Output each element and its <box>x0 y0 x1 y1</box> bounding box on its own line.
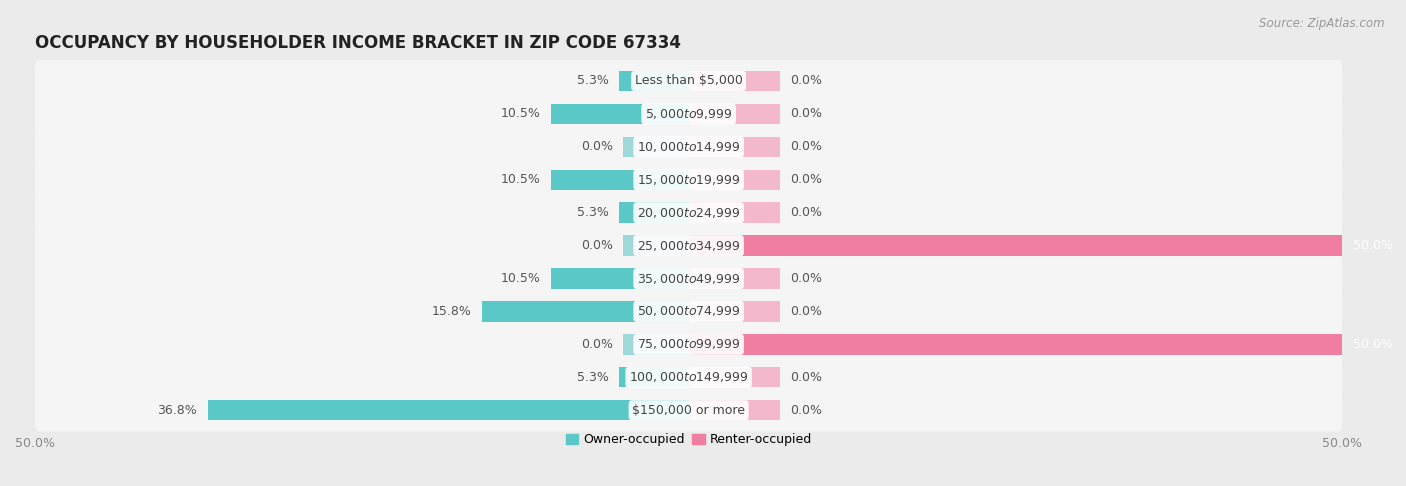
Text: 10.5%: 10.5% <box>501 173 541 186</box>
Bar <box>482 301 689 322</box>
Text: 0.0%: 0.0% <box>790 305 823 318</box>
Bar <box>689 203 780 223</box>
Bar <box>551 170 689 190</box>
FancyBboxPatch shape <box>35 126 1343 168</box>
FancyBboxPatch shape <box>35 323 1343 365</box>
Text: Less than $5,000: Less than $5,000 <box>634 74 742 87</box>
FancyBboxPatch shape <box>35 225 1343 267</box>
Bar <box>551 104 689 124</box>
Text: $20,000 to $24,999: $20,000 to $24,999 <box>637 206 741 220</box>
Text: $35,000 to $49,999: $35,000 to $49,999 <box>637 272 741 285</box>
Text: 15.8%: 15.8% <box>432 305 471 318</box>
Bar <box>689 400 780 420</box>
Bar <box>689 334 1343 355</box>
Text: 5.3%: 5.3% <box>576 371 609 384</box>
Text: $25,000 to $34,999: $25,000 to $34,999 <box>637 239 741 253</box>
Bar <box>623 334 689 355</box>
Text: 0.0%: 0.0% <box>581 140 613 153</box>
FancyBboxPatch shape <box>35 191 1343 234</box>
Text: 0.0%: 0.0% <box>790 107 823 121</box>
Bar <box>620 203 689 223</box>
Bar <box>620 71 689 91</box>
Bar <box>551 268 689 289</box>
Text: 50.0%: 50.0% <box>1353 239 1393 252</box>
Bar <box>689 170 780 190</box>
Text: 50.0%: 50.0% <box>1353 338 1393 351</box>
FancyBboxPatch shape <box>35 290 1343 332</box>
Text: 0.0%: 0.0% <box>790 74 823 87</box>
Bar <box>689 137 780 157</box>
Text: 10.5%: 10.5% <box>501 272 541 285</box>
Bar <box>689 71 780 91</box>
Text: $75,000 to $99,999: $75,000 to $99,999 <box>637 337 741 351</box>
Text: Source: ZipAtlas.com: Source: ZipAtlas.com <box>1260 17 1385 30</box>
Text: $100,000 to $149,999: $100,000 to $149,999 <box>628 370 748 384</box>
Bar <box>689 367 780 387</box>
Text: OCCUPANCY BY HOUSEHOLDER INCOME BRACKET IN ZIP CODE 67334: OCCUPANCY BY HOUSEHOLDER INCOME BRACKET … <box>35 35 681 52</box>
Bar <box>689 235 1343 256</box>
Text: 0.0%: 0.0% <box>790 206 823 219</box>
Legend: Owner-occupied, Renter-occupied: Owner-occupied, Renter-occupied <box>561 429 817 451</box>
Text: 0.0%: 0.0% <box>790 140 823 153</box>
Bar <box>689 268 780 289</box>
Bar <box>623 235 689 256</box>
Bar <box>620 367 689 387</box>
Text: $15,000 to $19,999: $15,000 to $19,999 <box>637 173 741 187</box>
FancyBboxPatch shape <box>35 158 1343 201</box>
FancyBboxPatch shape <box>35 389 1343 431</box>
Bar <box>689 104 780 124</box>
Text: 0.0%: 0.0% <box>581 239 613 252</box>
Text: 0.0%: 0.0% <box>581 338 613 351</box>
FancyBboxPatch shape <box>35 93 1343 135</box>
Text: 0.0%: 0.0% <box>790 173 823 186</box>
Text: 10.5%: 10.5% <box>501 107 541 121</box>
Text: $150,000 or more: $150,000 or more <box>633 404 745 417</box>
Text: $50,000 to $74,999: $50,000 to $74,999 <box>637 304 741 318</box>
Bar <box>208 400 689 420</box>
FancyBboxPatch shape <box>35 60 1343 102</box>
Text: $10,000 to $14,999: $10,000 to $14,999 <box>637 140 741 154</box>
Bar <box>623 137 689 157</box>
Text: $5,000 to $9,999: $5,000 to $9,999 <box>645 107 733 121</box>
Text: 5.3%: 5.3% <box>576 74 609 87</box>
Text: 0.0%: 0.0% <box>790 371 823 384</box>
Text: 36.8%: 36.8% <box>157 404 197 417</box>
FancyBboxPatch shape <box>35 356 1343 399</box>
Bar <box>689 301 780 322</box>
FancyBboxPatch shape <box>35 258 1343 299</box>
Text: 5.3%: 5.3% <box>576 206 609 219</box>
Text: 0.0%: 0.0% <box>790 272 823 285</box>
Text: 0.0%: 0.0% <box>790 404 823 417</box>
